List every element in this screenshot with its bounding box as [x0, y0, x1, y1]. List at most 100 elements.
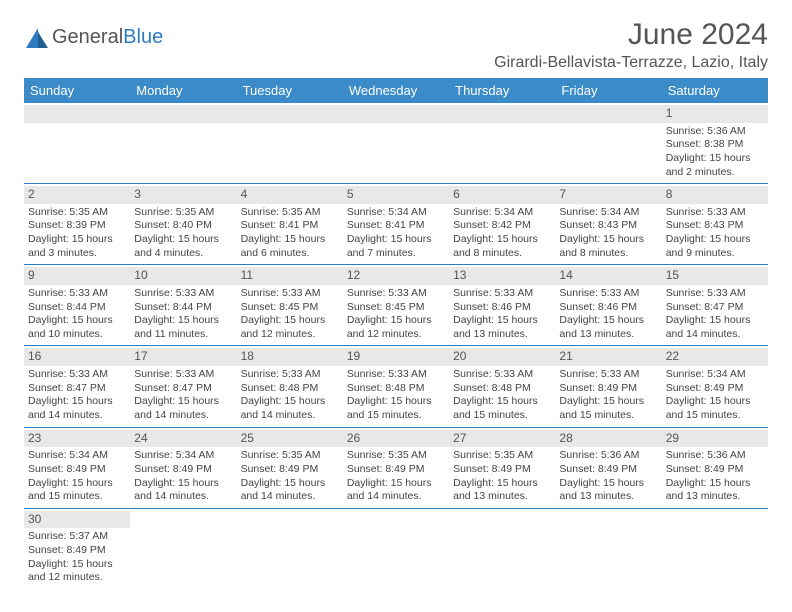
- calendar-cell: 11Sunrise: 5:33 AMSunset: 8:45 PMDayligh…: [237, 265, 343, 346]
- logo-icon: [24, 24, 52, 50]
- calendar-cell: 23Sunrise: 5:34 AMSunset: 8:49 PMDayligh…: [24, 427, 130, 508]
- calendar-cell: 13 Sunrise: 5:33 AMSunset: 8:46 PMDayligh…: [449, 265, 555, 346]
- weekday-header: Monday: [130, 78, 236, 103]
- weekday-header: Wednesday: [343, 78, 449, 103]
- calendar-cell: 12Sunrise: 5:33 AMSunset: 8:45 PMDayligh…: [343, 265, 449, 346]
- page-title: June 2024: [494, 18, 768, 52]
- calendar-cell: [555, 508, 661, 589]
- calendar-cell: 5 Sunrise: 5:34 AMSunset: 8:41 PMDaylight…: [343, 184, 449, 265]
- calendar-row: 9Sunrise: 5:33 AMSunset: 8:44 PMDaylight…: [24, 265, 768, 346]
- daynum: 4: [237, 186, 343, 204]
- calendar-cell: 17Sunrise: 5:33 AMSunset: 8:47 PMDayligh…: [130, 346, 236, 427]
- calendar-cell: 21 Sunrise: 5:33 AMSunset: 8:49 PMDayligh…: [555, 346, 661, 427]
- calendar-cell: 3 Sunrise: 5:35 AMSunset: 8:40 PMDaylight…: [130, 184, 236, 265]
- weekday-row: SundayMondayTuesdayWednesdayThursdayFrid…: [24, 78, 768, 103]
- daynum: 29: [662, 430, 768, 448]
- daynum: 27: [449, 430, 555, 448]
- daynum: 30: [24, 511, 130, 529]
- day-details: Sunrise: 5:33 AMSunset: 8:44 PMDaylight:…: [28, 287, 126, 342]
- logo-text: GeneralBlue: [52, 28, 163, 46]
- day-details: Sunrise: 5:33 AMSunset: 8:45 PMDaylight:…: [241, 287, 339, 342]
- calendar-cell: 25Sunrise: 5:35 AMSunset: 8:49 PMDayligh…: [237, 427, 343, 508]
- weekday-header: Thursday: [449, 78, 555, 103]
- calendar-cell: [237, 103, 343, 184]
- day-details: Sunrise: 5:33 AMSunset: 8:48 PMDaylight:…: [347, 368, 445, 423]
- calendar-row: 2 Sunrise: 5:35 AMSunset: 8:39 PMDaylight…: [24, 184, 768, 265]
- day-details: Sunrise: 5:34 AMSunset: 8:43 PMDaylight:…: [559, 206, 657, 261]
- day-details: Sunrise: 5:36 AMSunset: 8:49 PMDaylight:…: [559, 449, 657, 504]
- calendar-cell: [343, 103, 449, 184]
- daynum-empty: [449, 105, 555, 123]
- day-details: Sunrise: 5:33 AMSunset: 8:48 PMDaylight:…: [241, 368, 339, 423]
- daynum: 13: [449, 267, 555, 285]
- daynum: 3: [130, 186, 236, 204]
- day-details: Sunrise: 5:35 AMSunset: 8:41 PMDaylight:…: [241, 206, 339, 261]
- day-details: Sunrise: 5:35 AMSunset: 8:49 PMDaylight:…: [347, 449, 445, 504]
- calendar-cell: 8Sunrise: 5:33 AMSunset: 8:43 PMDaylight…: [662, 184, 768, 265]
- day-details: Sunrise: 5:35 AMSunset: 8:49 PMDaylight:…: [453, 449, 551, 504]
- calendar-body: 1Sunrise: 5:36 AMSunset: 8:38 PMDaylight…: [24, 103, 768, 589]
- location: Girardi-Bellavista-Terrazze, Lazio, Ital…: [494, 54, 768, 72]
- daynum: 14: [555, 267, 661, 285]
- day-details: Sunrise: 5:33 AMSunset: 8:47 PMDaylight:…: [134, 368, 232, 423]
- calendar-cell: 18 Sunrise: 5:33 AMSunset: 8:48 PMDayligh…: [237, 346, 343, 427]
- daynum: 6: [449, 186, 555, 204]
- day-details: Sunrise: 5:34 AMSunset: 8:42 PMDaylight:…: [453, 206, 551, 261]
- daynum: 21: [555, 348, 661, 366]
- weekday-header: Saturday: [662, 78, 768, 103]
- calendar-row: 30Sunrise: 5:37 AMSunset: 8:49 PMDayligh…: [24, 508, 768, 589]
- calendar-row: 1Sunrise: 5:36 AMSunset: 8:38 PMDaylight…: [24, 103, 768, 184]
- daynum: 15: [662, 267, 768, 285]
- daynum: 12: [343, 267, 449, 285]
- header: GeneralBlue June 2024 Girardi-Bellavista…: [24, 18, 768, 72]
- daynum: 9: [24, 267, 130, 285]
- day-details: Sunrise: 5:33 AMSunset: 8:46 PMDaylight:…: [453, 287, 551, 342]
- calendar-cell: 15 Sunrise: 5:33 AMSunset: 8:47 PMDayligh…: [662, 265, 768, 346]
- calendar-cell: [237, 508, 343, 589]
- calendar-cell: 28Sunrise: 5:36 AMSunset: 8:49 PMDayligh…: [555, 427, 661, 508]
- calendar-row: 16Sunrise: 5:33 AMSunset: 8:47 PMDayligh…: [24, 346, 768, 427]
- day-details: Sunrise: 5:37 AMSunset: 8:49 PMDaylight:…: [28, 530, 126, 585]
- day-details: Sunrise: 5:33 AMSunset: 8:47 PMDaylight:…: [666, 287, 764, 342]
- calendar-row: 23Sunrise: 5:34 AMSunset: 8:49 PMDayligh…: [24, 427, 768, 508]
- calendar-cell: 16Sunrise: 5:33 AMSunset: 8:47 PMDayligh…: [24, 346, 130, 427]
- weekday-header: Tuesday: [237, 78, 343, 103]
- calendar-cell: 14Sunrise: 5:33 AMSunset: 8:46 PMDayligh…: [555, 265, 661, 346]
- logo: GeneralBlue: [24, 24, 163, 50]
- daynum: 18: [237, 348, 343, 366]
- day-details: Sunrise: 5:34 AMSunset: 8:41 PMDaylight:…: [347, 206, 445, 261]
- day-details: Sunrise: 5:34 AMSunset: 8:49 PMDaylight:…: [28, 449, 126, 504]
- calendar-cell: [343, 508, 449, 589]
- calendar-cell: 30Sunrise: 5:37 AMSunset: 8:49 PMDayligh…: [24, 508, 130, 589]
- day-details: Sunrise: 5:35 AMSunset: 8:39 PMDaylight:…: [28, 206, 126, 261]
- calendar-cell: 4 Sunrise: 5:35 AMSunset: 8:41 PMDaylight…: [237, 184, 343, 265]
- daynum: 10: [130, 267, 236, 285]
- day-details: Sunrise: 5:33 AMSunset: 8:44 PMDaylight:…: [134, 287, 232, 342]
- calendar-cell: [449, 103, 555, 184]
- day-details: Sunrise: 5:33 AMSunset: 8:43 PMDaylight:…: [666, 206, 764, 261]
- calendar-cell: [449, 508, 555, 589]
- calendar-head: SundayMondayTuesdayWednesdayThursdayFrid…: [24, 78, 768, 103]
- daynum: 2: [24, 186, 130, 204]
- calendar-cell: 10 Sunrise: 5:33 AMSunset: 8:44 PMDayligh…: [130, 265, 236, 346]
- day-details: Sunrise: 5:35 AMSunset: 8:40 PMDaylight:…: [134, 206, 232, 261]
- daynum: 24: [130, 430, 236, 448]
- daynum: 5: [343, 186, 449, 204]
- calendar-cell: [130, 103, 236, 184]
- daynum-empty: [130, 105, 236, 123]
- daynum-empty: [555, 105, 661, 123]
- weekday-header: Friday: [555, 78, 661, 103]
- day-details: Sunrise: 5:34 AMSunset: 8:49 PMDaylight:…: [666, 368, 764, 423]
- calendar-cell: 9 Sunrise: 5:33 AMSunset: 8:44 PMDaylight…: [24, 265, 130, 346]
- day-details: Sunrise: 5:36 AMSunset: 8:38 PMDaylight:…: [666, 125, 764, 180]
- calendar-cell: 19Sunrise: 5:33 AMSunset: 8:48 PMDayligh…: [343, 346, 449, 427]
- calendar-cell: 6 Sunrise: 5:34 AMSunset: 8:42 PMDaylight…: [449, 184, 555, 265]
- calendar-table: SundayMondayTuesdayWednesdayThursdayFrid…: [24, 78, 768, 589]
- daynum: 28: [555, 430, 661, 448]
- daynum: 7: [555, 186, 661, 204]
- day-details: Sunrise: 5:36 AMSunset: 8:49 PMDaylight:…: [666, 449, 764, 504]
- daynum: 25: [237, 430, 343, 448]
- day-details: Sunrise: 5:33 AMSunset: 8:48 PMDaylight:…: [453, 368, 551, 423]
- calendar-cell: 29Sunrise: 5:36 AMSunset: 8:49 PMDayligh…: [662, 427, 768, 508]
- day-details: Sunrise: 5:33 AMSunset: 8:49 PMDaylight:…: [559, 368, 657, 423]
